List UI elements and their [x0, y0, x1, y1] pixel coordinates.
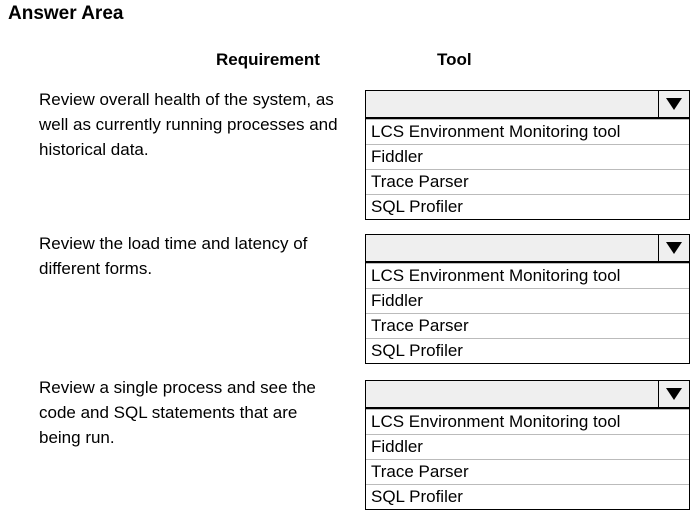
dropdown-option[interactable]: Fiddler [366, 434, 689, 459]
dropdown-arrow-icon[interactable] [658, 235, 689, 261]
dropdown-option[interactable]: LCS Environment Monitoring tool [366, 119, 689, 144]
tool-dropdown[interactable]: LCS Environment Monitoring tool Fiddler … [365, 380, 690, 510]
requirement-header: Requirement [216, 50, 320, 69]
dropdown-option[interactable]: Fiddler [366, 144, 689, 169]
dropdown-selected[interactable] [366, 235, 689, 263]
dropdown-option[interactable]: SQL Profiler [366, 338, 689, 363]
dropdown-arrow-icon[interactable] [658, 381, 689, 407]
dropdown-option[interactable]: LCS Environment Monitoring tool [366, 409, 689, 434]
dropdown-option[interactable]: Trace Parser [366, 313, 689, 338]
dropdown-option[interactable]: Trace Parser [366, 169, 689, 194]
requirement-text: Review the load time and latency of diff… [39, 234, 308, 278]
dropdown-option[interactable]: Trace Parser [366, 459, 689, 484]
dropdown-option[interactable]: SQL Profiler [366, 484, 689, 509]
dropdown-option[interactable]: LCS Environment Monitoring tool [366, 263, 689, 288]
dropdown-arrow-icon[interactable] [658, 91, 689, 117]
tool-dropdown[interactable]: LCS Environment Monitoring tool Fiddler … [365, 90, 690, 220]
dropdown-option[interactable]: Fiddler [366, 288, 689, 313]
requirement-text: Review overall health of the system, as … [39, 90, 338, 159]
requirement-text: Review a single process and see the code… [39, 378, 316, 447]
tool-header: Tool [437, 50, 472, 69]
dropdown-selected[interactable] [366, 381, 689, 409]
dropdown-selected[interactable] [366, 91, 689, 119]
answer-area-title: Answer Area [8, 3, 124, 24]
dropdown-option[interactable]: SQL Profiler [366, 194, 689, 219]
tool-dropdown[interactable]: LCS Environment Monitoring tool Fiddler … [365, 234, 690, 364]
